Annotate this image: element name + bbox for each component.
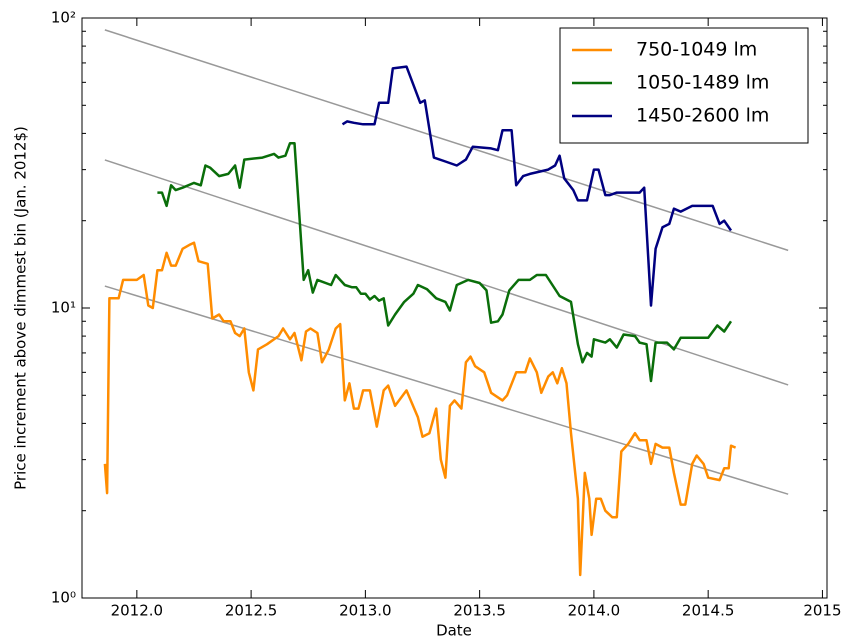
x-axis-label: Date	[436, 622, 472, 640]
legend: 750-1049 lm 1050-1489 lm 1450-2600 lm	[559, 27, 809, 144]
y-tick-label: 10¹	[51, 299, 76, 317]
legend-box	[559, 27, 809, 144]
y-tick-label: 10⁰	[51, 589, 76, 607]
x-tick-label: 2014.0	[568, 602, 621, 620]
trend-line	[104, 285, 789, 495]
x-tick-label: 2013.0	[339, 602, 392, 620]
y-tick-label: 10²	[51, 9, 76, 27]
legend-label: 1050-1489 lm	[636, 72, 769, 94]
x-tick-label: 2012.0	[111, 602, 164, 620]
legend-label: 1450-2600 lm	[636, 105, 769, 127]
x-tick-label: 2013.5	[453, 602, 506, 620]
series-line	[341, 65, 733, 307]
series-line	[103, 241, 737, 577]
trend-line	[104, 29, 789, 252]
y-axis-label: Price increment above dimmest bin (Jan. …	[12, 126, 30, 490]
x-tick-label: 2012.5	[225, 602, 278, 620]
x-tick-label: 2015	[803, 602, 841, 620]
legend-label: 750-1049 lm	[636, 39, 757, 61]
series-line	[157, 141, 733, 383]
x-tick-label: 2014.5	[682, 602, 735, 620]
